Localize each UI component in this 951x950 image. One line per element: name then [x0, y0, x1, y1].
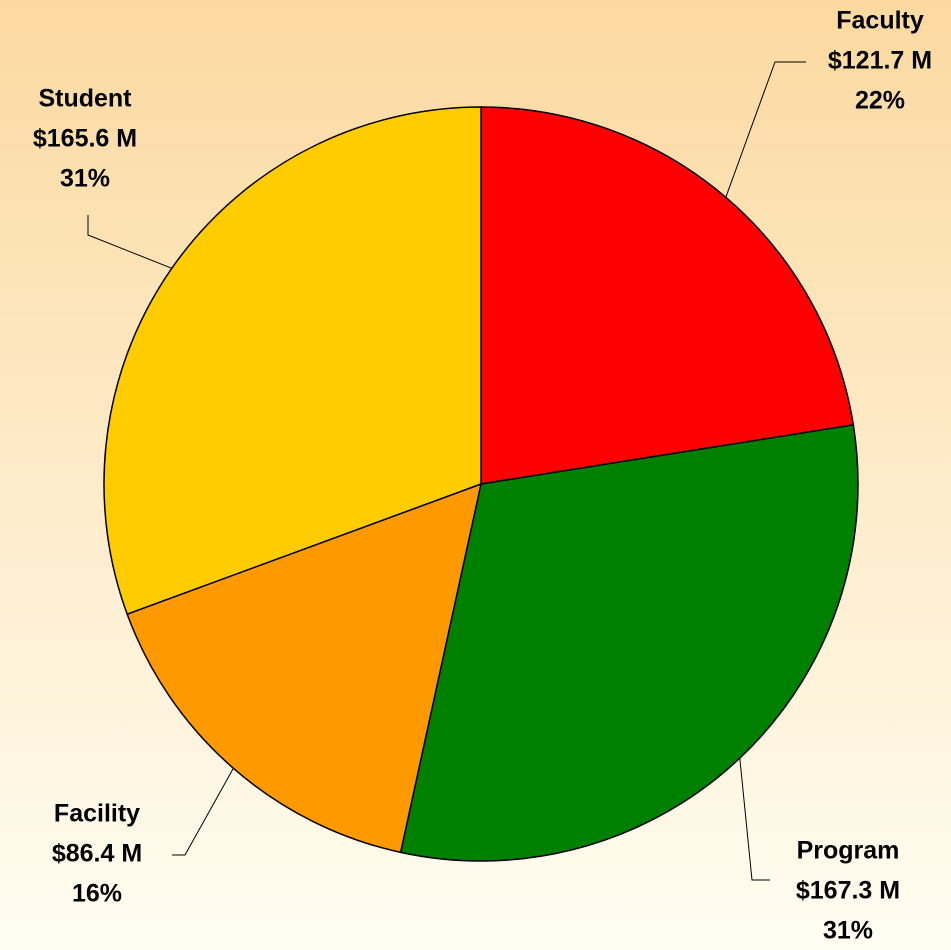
pie-slice: [480, 106, 855, 485]
leader-line: [725, 61, 806, 198]
slice-label: Faculty: [836, 7, 924, 35]
leader-line: [87, 215, 172, 269]
leader-line: [172, 768, 234, 856]
percent-label: 31%: [823, 917, 873, 945]
pie-slice: [126, 482, 483, 854]
percent-label: 16%: [72, 880, 122, 908]
percent-label: 31%: [60, 165, 110, 193]
value-label: $121.7 M: [828, 47, 932, 75]
value-label: $167.3 M: [796, 877, 900, 905]
leader-line: [739, 758, 770, 881]
slice-label: Program: [797, 837, 900, 865]
value-label: $86.4 M: [52, 840, 142, 868]
value-label: $165.6 M: [33, 125, 137, 153]
pie-slice: [103, 106, 482, 616]
percent-label: 22%: [855, 87, 905, 115]
slice-label: Student: [38, 85, 132, 113]
pie-slice: [399, 424, 859, 862]
slice-label: Facility: [54, 800, 140, 828]
